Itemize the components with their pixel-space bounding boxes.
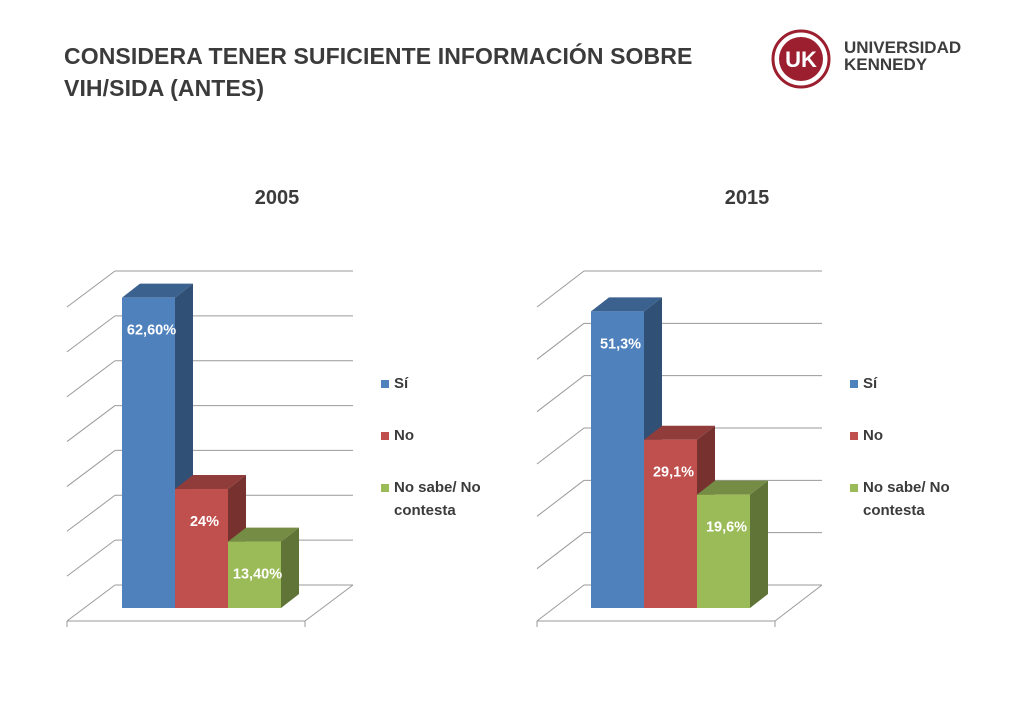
legend-swatch <box>381 484 389 492</box>
gridline-side <box>536 584 585 622</box>
bar-top-3 <box>228 527 299 542</box>
data-label: 24% <box>190 514 219 530</box>
data-label: 19,6% <box>706 520 747 536</box>
floor-side <box>774 584 823 622</box>
page-title: CONSIDERA TENER SUFICIENTE INFORMACIÓN S… <box>64 40 692 104</box>
bar-side-3 <box>750 480 768 608</box>
legend-label: No sabe/ No <box>863 479 950 496</box>
bar-2 <box>644 439 697 608</box>
gridline-side <box>536 270 585 308</box>
logo-mark: UK <box>785 47 817 72</box>
bar-top-2 <box>644 425 715 440</box>
legend-swatch <box>850 380 858 388</box>
data-label: 13,40% <box>233 567 282 583</box>
floor-side <box>304 584 354 622</box>
bar-3 <box>228 541 281 608</box>
data-label: 29,1% <box>653 465 694 481</box>
legend-swatch <box>381 380 389 388</box>
legend-label: No <box>863 427 883 444</box>
gridline-side <box>66 270 116 308</box>
bar-top-1 <box>122 283 193 298</box>
legend-label-cont: contesta <box>394 502 456 519</box>
bar-top-2 <box>175 475 246 490</box>
bar-3 <box>697 494 750 608</box>
gridline-side <box>66 360 116 398</box>
legend-label-cont: contesta <box>863 502 925 519</box>
gridline-side <box>66 539 116 577</box>
legend-swatch <box>850 432 858 440</box>
legend-label: No <box>394 427 414 444</box>
page-title-line-1: CONSIDERA TENER SUFICIENTE INFORMACIÓN S… <box>64 43 693 69</box>
data-label: 51,3% <box>600 336 641 352</box>
uk-logo-icon: UK <box>771 29 831 89</box>
gridline-side <box>66 584 116 622</box>
legend-label: Sí <box>394 375 409 392</box>
gridline-side <box>536 479 585 517</box>
bar-side-3 <box>281 527 299 608</box>
data-label: 62,60% <box>127 323 176 339</box>
chart-title: 2015 <box>725 187 770 209</box>
page-title-line-2: VIH/SIDA (ANTES) <box>64 75 265 101</box>
legend-label: Sí <box>863 375 878 392</box>
gridline-side <box>66 450 116 487</box>
bar-1 <box>122 297 175 608</box>
gridline-side <box>66 315 116 353</box>
gridline-side <box>536 532 585 570</box>
logo-line-2: KENNEDY <box>844 55 928 74</box>
bar-top-3 <box>697 480 768 495</box>
university-logo: UK UNIVERSIDAD KENNEDY <box>770 28 970 90</box>
bar-top-1 <box>591 297 662 312</box>
legend-swatch <box>850 484 858 492</box>
gridline-side <box>536 427 585 465</box>
gridline-side <box>66 494 116 532</box>
logo-line-1: UNIVERSIDAD <box>844 38 962 57</box>
gridline-side <box>66 405 116 442</box>
legend-swatch <box>381 432 389 440</box>
chart-title: 2005 <box>255 187 300 209</box>
gridline-side <box>536 322 585 360</box>
bar-2 <box>175 489 228 608</box>
bar-1 <box>591 311 644 608</box>
legend-label: No sabe/ No <box>394 479 481 496</box>
gridline-side <box>536 375 585 413</box>
